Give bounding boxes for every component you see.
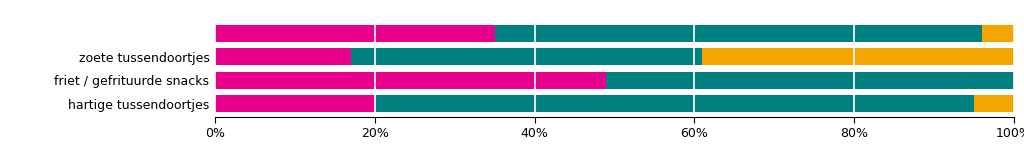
Bar	[215, 72, 606, 89]
Bar	[215, 25, 495, 42]
Bar	[215, 95, 375, 112]
Bar	[982, 25, 1014, 42]
Bar	[606, 72, 1014, 89]
Bar	[495, 25, 982, 42]
Bar	[974, 95, 1014, 112]
Bar	[702, 48, 1014, 65]
Bar	[215, 48, 351, 65]
Bar	[375, 95, 974, 112]
Bar	[351, 48, 702, 65]
